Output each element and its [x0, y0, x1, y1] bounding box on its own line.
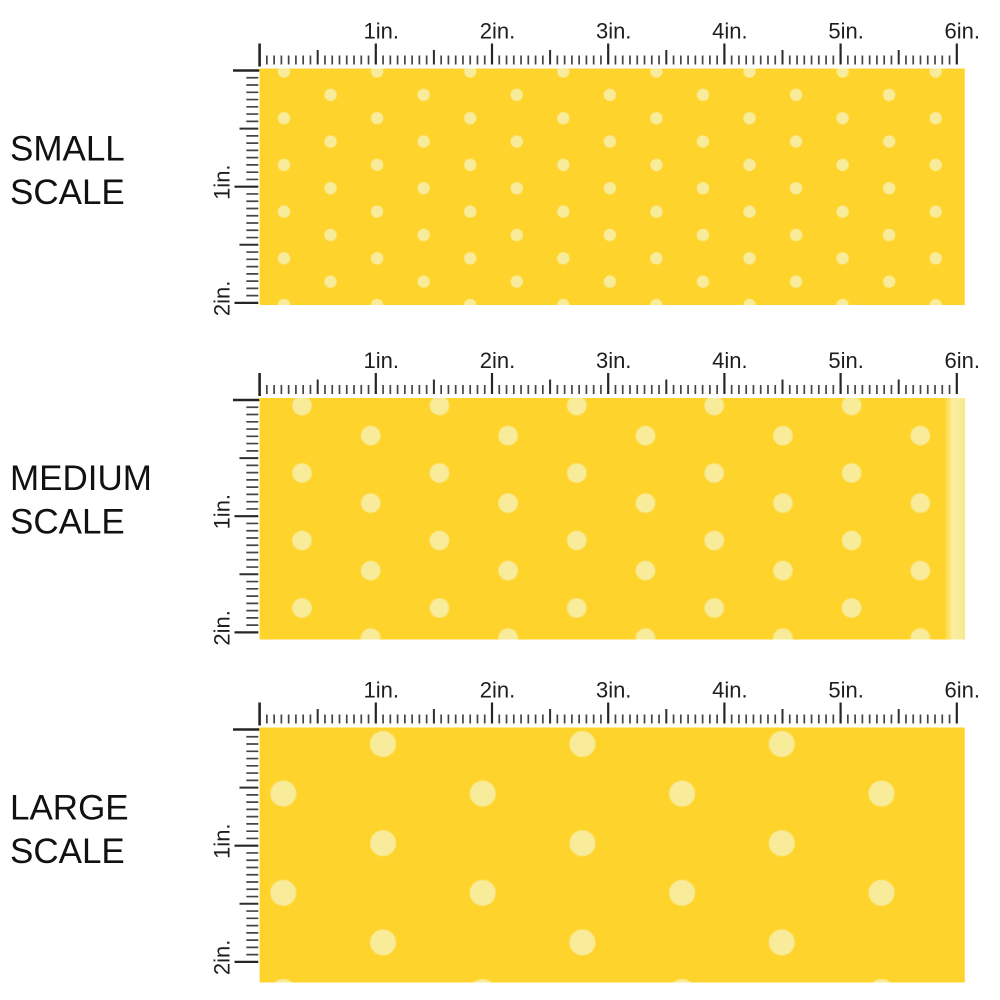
svg-text:SCALE: SCALE: [10, 832, 125, 871]
svg-text:SCALE: SCALE: [10, 173, 125, 212]
svg-text:LARGE: LARGE: [10, 789, 129, 828]
svg-text:SMALL: SMALL: [10, 130, 125, 169]
svg-text:SCALE: SCALE: [10, 503, 125, 542]
svg-text:MEDIUM: MEDIUM: [10, 459, 152, 498]
